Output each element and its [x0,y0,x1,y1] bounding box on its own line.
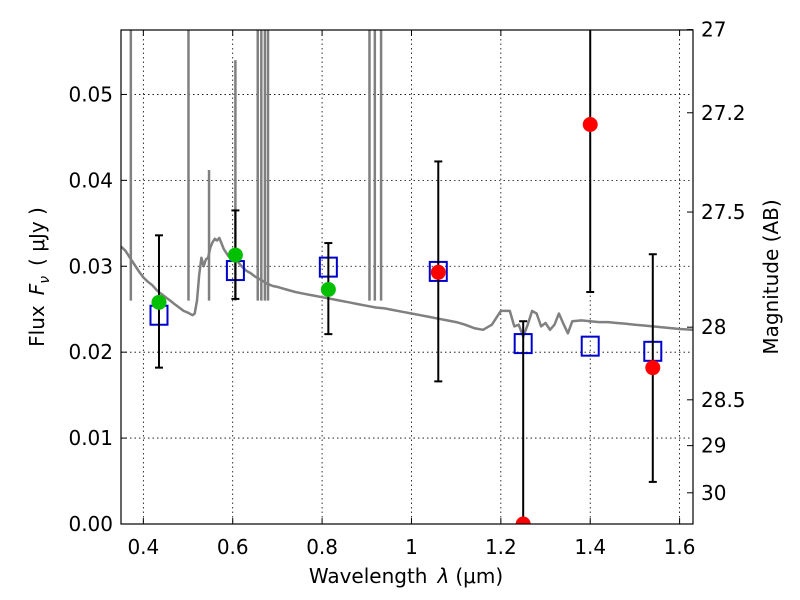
axes: 0.4 0.6 0.8 1 1.2 1.4 1.6 0.00 0.01 0.02 0.03 0.04 0… [68,18,745,559]
sed-line [121,236,693,338]
y-tick-label: 0.01 [68,426,113,450]
data-point [645,360,661,376]
series-model-sed [121,236,693,338]
x-tick-label: 1.4 [574,535,606,559]
x-tick-label: 0.8 [306,535,338,559]
model-photometry-square [580,335,600,357]
data-point [320,281,336,297]
y2-tick-label: 29 [701,434,726,458]
x-tick-label: 1 [405,535,418,559]
x-tick-label: 1.6 [664,535,696,559]
x-tick-label: 0.4 [127,535,159,559]
y2-axis-title: Magnitude (AB) [759,199,783,354]
plot-frame [120,29,694,525]
y-tick-label: 0.05 [68,82,113,106]
data-point [151,294,167,310]
y2-tick-label: 27 [701,18,726,42]
y2-tick-label: 28.5 [701,388,746,412]
x-axis-title: Wavelength λ (μm) [309,564,503,588]
y-tick-label: 0.02 [68,340,113,364]
y-axis-title: FluxFν( μJy ) [25,207,53,347]
x-tick-label: 0.6 [217,535,249,559]
series-nir-photometry [430,30,661,524]
y2-tick-label: 27.5 [701,200,746,224]
y-tick-label: 0.03 [68,254,113,278]
x-tick-label: 1.2 [485,535,517,559]
y-tick-label: 0.04 [68,168,113,192]
y-tick-label: 0.00 [68,512,113,536]
y2-tick-label: 27.2 [701,101,746,125]
series-optical-detections [151,209,336,369]
plot-area [121,30,693,524]
y2-tick-label: 28 [701,315,726,339]
y2-tick-label: 30 [701,481,726,505]
series-model-emission-lines [129,30,383,301]
data-point [430,264,446,280]
data-point [582,117,598,133]
data-point [227,247,243,263]
data-point [515,516,531,524]
